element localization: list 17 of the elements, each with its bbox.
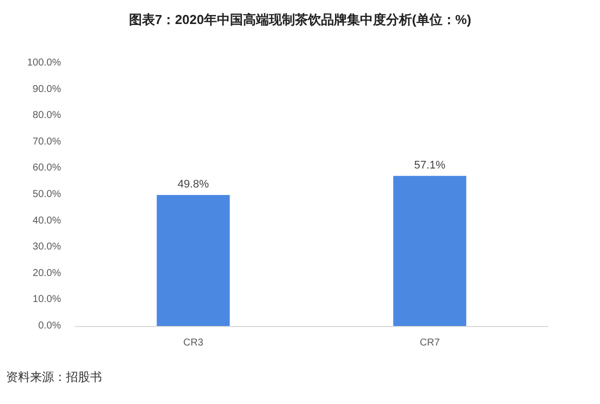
x-tick-label: CR7 [420,338,440,348]
y-tick-label: 10.0% [32,294,62,306]
y-tick-label: 60.0% [32,162,62,174]
y-tick-label: 30.0% [32,242,62,253]
y-tick-label: 0.0% [38,320,62,332]
text: 资料来源：招股书 [6,370,102,384]
x-tick-label: CR3 [183,338,204,348]
y-tick-label: 90.0% [32,84,62,95]
chart-title: 图表7：2020年中国高端现制茶饮品牌集中度分析(单位：%) [128,12,472,27]
data-label: 49.8% [178,178,210,191]
data-label: 57.1% [414,159,446,172]
y-tick-label: 20.0% [32,268,62,279]
y-tick-label: 80.0% [32,110,62,122]
y-tick-label: 70.0% [32,136,62,148]
y-tick-label: 100.0% [27,58,62,68]
y-tick-label: 40.0% [32,215,62,226]
y-tick-label: 50.0% [32,189,62,200]
